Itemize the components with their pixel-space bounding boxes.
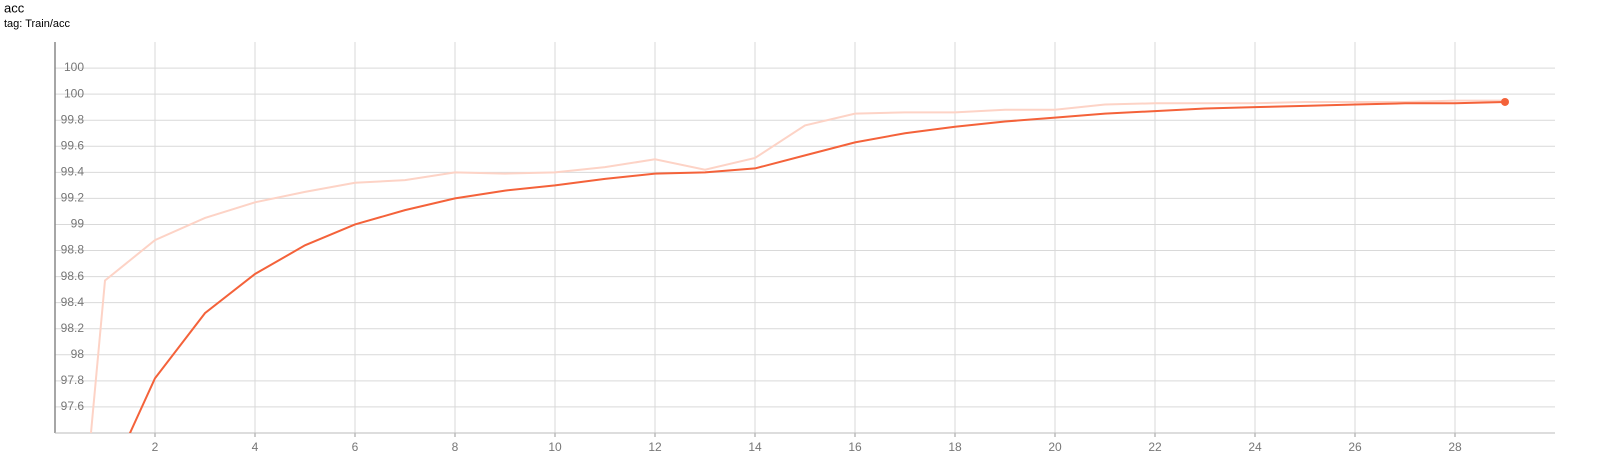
x-tick-label: 6	[352, 440, 359, 454]
x-tick-label: 22	[1148, 440, 1162, 454]
series-line	[89, 99, 1505, 433]
x-tick-label: 14	[748, 440, 762, 454]
x-tick-label: 8	[452, 440, 459, 454]
last-point	[1501, 97, 1509, 106]
y-tick-label: 99.4	[61, 165, 85, 179]
x-tick-label: 24	[1248, 440, 1262, 454]
y-tick-label: 97.6	[61, 399, 85, 413]
chart-subtitle: tag: Train/acc	[4, 18, 71, 30]
x-tick-label: 26	[1348, 440, 1362, 454]
y-tick-label: 98.6	[61, 269, 85, 283]
y-tick-label: 98.4	[61, 295, 85, 309]
y-tick-label: 99.2	[61, 191, 85, 205]
x-tick-label: 20	[1048, 440, 1062, 454]
y-tick-label: 99	[71, 217, 85, 231]
y-tick-label: 100	[64, 60, 84, 74]
x-tick-label: 12	[648, 440, 662, 454]
y-tick-label: 97.8	[61, 373, 85, 387]
y-tick-label: 98.8	[61, 243, 85, 257]
x-tick-label: 28	[1448, 440, 1462, 454]
x-tick-label: 4	[252, 440, 259, 454]
x-tick-label: 10	[548, 440, 562, 454]
series-line	[128, 100, 1506, 433]
y-tick-label: 99.6	[61, 138, 85, 152]
x-tick-label: 16	[848, 440, 862, 454]
y-tick-label: 98	[71, 347, 85, 361]
x-tick-label: 18	[948, 440, 962, 454]
x-tick-label: 2	[152, 440, 159, 454]
y-tick-label: 99.8	[61, 112, 85, 126]
chart-title: acc	[4, 0, 25, 15]
y-tick-label: 100	[64, 86, 84, 100]
y-tick-label: 98.2	[61, 321, 85, 335]
